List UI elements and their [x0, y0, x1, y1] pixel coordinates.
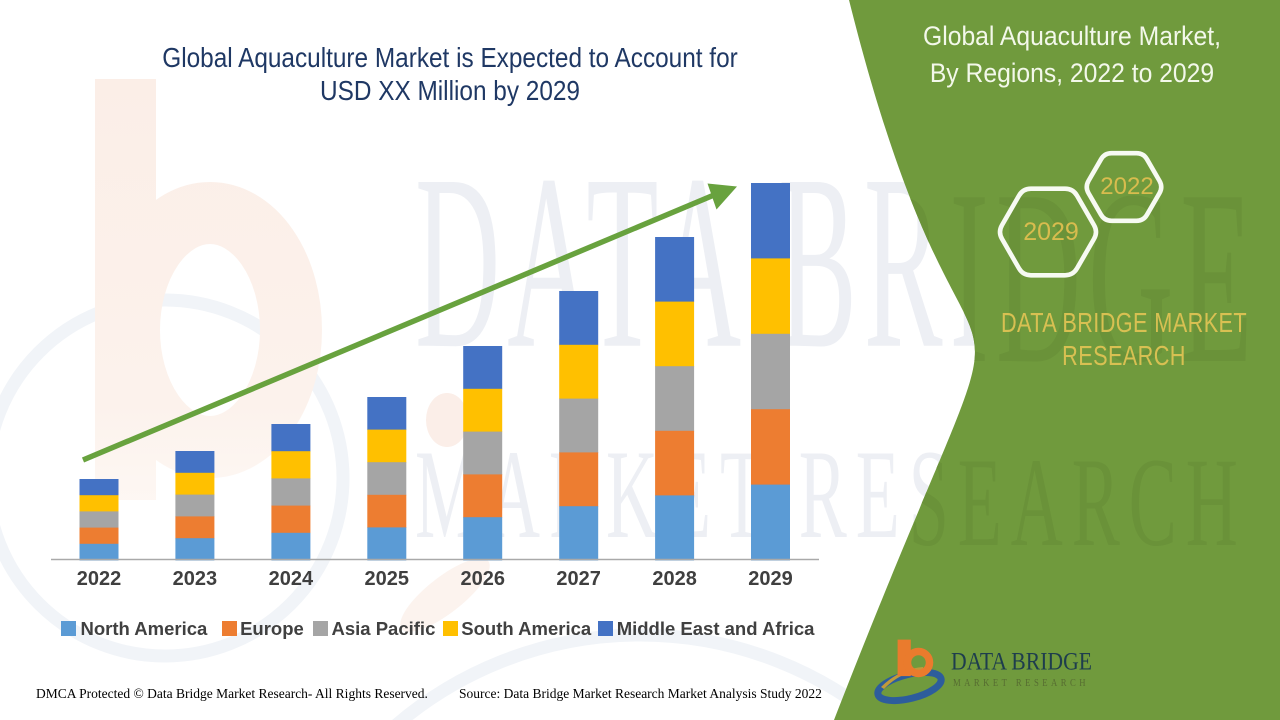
svg-text:MARKET RESEARCH: MARKET RESEARCH: [415, 433, 1247, 573]
svg-text:MARKET RESEARCH: MARKET RESEARCH: [953, 678, 1089, 689]
svg-text:DATA BRIDGE: DATA BRIDGE: [951, 649, 1092, 676]
